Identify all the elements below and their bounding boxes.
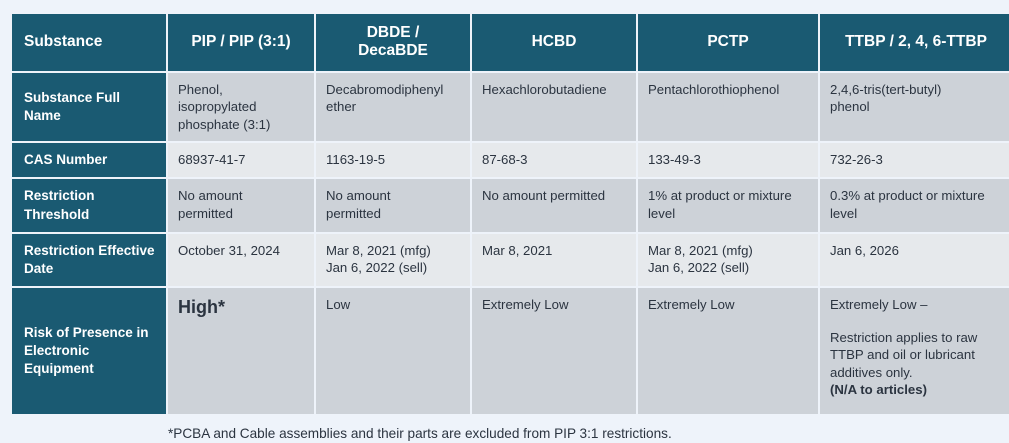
cell-text: permitted xyxy=(326,205,381,221)
cell-text: Decabromodiphenyl xyxy=(326,81,444,97)
table-row: Restriction Threshold No amount permitte… xyxy=(12,179,1009,232)
table-row: CAS Number 68937-41-7 1163-19-5 87-68-3 … xyxy=(12,143,1009,178)
cell-threshold-ttbp: 0.3% at product or mixture level xyxy=(820,179,1009,232)
table-row: Restriction Effective Date October 31, 2… xyxy=(12,233,1009,287)
cell-text: level xyxy=(830,205,858,221)
cell-fullname-hcbd: Hexachlorobutadiene xyxy=(472,72,636,142)
risk-value-high: High* xyxy=(178,297,225,318)
cell-text: Extremely Low – xyxy=(830,297,928,313)
cell-text: additives only. xyxy=(830,364,913,380)
table-row: Substance Full Name Phenol, isopropylate… xyxy=(12,72,1009,142)
cell-text: 2,4,6-tris(tert-butyl) xyxy=(830,81,942,97)
cell-effdate-pip: October 31, 2024 xyxy=(168,233,314,287)
header-pctp: PCTP xyxy=(638,14,818,71)
cell-text: No amount xyxy=(178,188,243,204)
table-header-row: Substance PIP / PIP (3:1) DBDE / DecaBDE… xyxy=(12,14,1009,71)
cell-cas-hcbd: 87-68-3 xyxy=(472,143,636,178)
header-substance: Substance xyxy=(12,14,166,71)
header-hcbd: HCBD xyxy=(472,14,636,71)
table-footnote: *PCBA and Cable assemblies and their par… xyxy=(168,426,672,442)
header-dbde-line2: DecaBDE xyxy=(358,42,428,60)
cell-threshold-pctp: 1% at product or mixture level xyxy=(638,179,818,232)
cell-text: Mar 8, 2021 (mfg) xyxy=(326,242,431,258)
table-header: Substance PIP / PIP (3:1) DBDE / DecaBDE… xyxy=(12,14,1009,71)
cell-risk-ttbp: Extremely Low – Restriction applies to r… xyxy=(820,288,1009,415)
cell-text: permitted xyxy=(178,205,233,221)
cell-effdate-dbde: Mar 8, 2021 (mfg) Jan 6, 2022 (sell) xyxy=(316,233,470,287)
header-dbde-line1: DBDE / xyxy=(366,24,420,41)
cell-fullname-pip: Phenol, isopropylated phosphate (3:1) xyxy=(168,72,314,142)
row-label-risk-of-presence: Risk of Presence in Electronic Equipment xyxy=(12,288,166,415)
row-label-restriction-threshold: Restriction Threshold xyxy=(12,179,166,232)
header-pip: PIP / PIP (3:1) xyxy=(168,14,314,71)
row-label-restriction-effective-date: Restriction Effective Date xyxy=(12,233,166,287)
header-dbde: DBDE / DecaBDE xyxy=(316,14,470,71)
cell-risk-pctp: Extremely Low xyxy=(638,288,818,415)
row-label-cas-number: CAS Number xyxy=(12,143,166,178)
cell-effdate-pctp: Mar 8, 2021 (mfg) Jan 6, 2022 (sell) xyxy=(638,233,818,287)
cell-text: phosphate (3:1) xyxy=(178,116,271,132)
cell-threshold-dbde: No amount permitted xyxy=(316,179,470,232)
cell-cas-ttbp: 732-26-3 xyxy=(820,143,1009,178)
cell-text: Phenol, xyxy=(178,81,223,97)
row-label-substance-full-name: Substance Full Name xyxy=(12,72,166,142)
cell-risk-dbde: Low xyxy=(316,288,470,415)
cell-threshold-pip: No amount permitted xyxy=(168,179,314,232)
cell-text: Jan 6, 2022 (sell) xyxy=(648,260,750,276)
cell-text: ether xyxy=(326,99,357,115)
table-body: Substance Full Name Phenol, isopropylate… xyxy=(12,72,1009,415)
cell-text: Mar 8, 2021 (mfg) xyxy=(648,242,753,258)
cell-text: isopropylated xyxy=(178,99,257,115)
cell-text: 1% at product or mixture xyxy=(648,188,792,204)
cell-text: level xyxy=(648,205,676,221)
cell-threshold-hcbd: No amount permitted xyxy=(472,179,636,232)
cell-text: phenol xyxy=(830,99,870,115)
cell-text: No amount xyxy=(326,188,391,204)
cell-fullname-ttbp: 2,4,6-tris(tert-butyl) phenol xyxy=(820,72,1009,142)
cell-effdate-ttbp: Jan 6, 2026 xyxy=(820,233,1009,287)
cell-effdate-hcbd: Mar 8, 2021 xyxy=(472,233,636,287)
cell-risk-hcbd: Extremely Low xyxy=(472,288,636,415)
substance-restriction-table: Substance PIP / PIP (3:1) DBDE / DecaBDE… xyxy=(10,12,1009,416)
cell-text-na-note: (N/A to articles) xyxy=(830,382,927,398)
cell-risk-pip: High* xyxy=(168,288,314,415)
cell-text: 0.3% at product or mixture xyxy=(830,188,985,204)
cell-spacer xyxy=(830,314,1003,329)
table-row: Risk of Presence in Electronic Equipment… xyxy=(12,288,1009,415)
cell-text: Restriction applies to raw xyxy=(830,329,978,345)
header-ttbp: TTBP / 2, 4, 6-TTBP xyxy=(820,14,1009,71)
cell-cas-pctp: 133-49-3 xyxy=(638,143,818,178)
cell-fullname-dbde: Decabromodiphenyl ether xyxy=(316,72,470,142)
cell-cas-dbde: 1163-19-5 xyxy=(316,143,470,178)
cell-cas-pip: 68937-41-7 xyxy=(168,143,314,178)
cell-text: TTBP and oil or lubricant xyxy=(830,347,975,363)
cell-fullname-pctp: Pentachlorothiophenol xyxy=(638,72,818,142)
page-root: Substance PIP / PIP (3:1) DBDE / DecaBDE… xyxy=(10,12,1009,441)
cell-text: Jan 6, 2022 (sell) xyxy=(326,260,428,276)
